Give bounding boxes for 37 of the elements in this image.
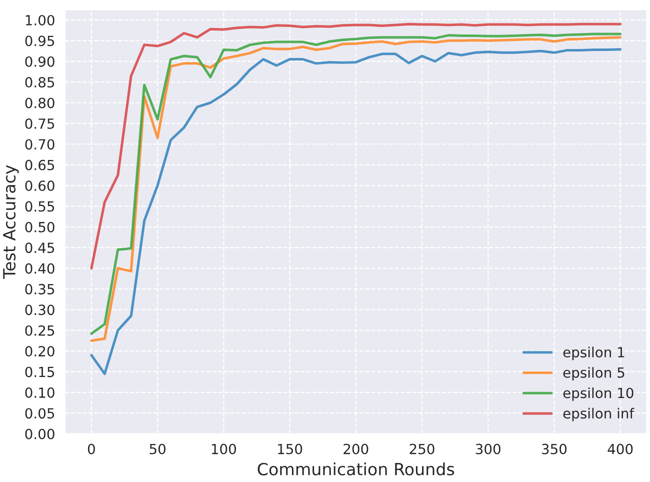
y-tick-label: 0.50 xyxy=(25,222,54,232)
y-tick-label: 0.45 xyxy=(25,242,54,254)
x-tick-label: 100 xyxy=(212,444,236,454)
y-axis-title: Test Accuracy xyxy=(3,165,19,279)
legend-label: epsilon 10 xyxy=(563,387,634,401)
y-tick-label: 0.05 xyxy=(25,408,54,419)
y-tick-label: 0.25 xyxy=(25,325,54,336)
x-tick-label: 250 xyxy=(410,444,434,454)
legend-label: epsilon inf xyxy=(563,408,634,422)
x-axis-title: Communication Rounds xyxy=(258,462,454,476)
y-tick-label: 0.55 xyxy=(25,201,54,212)
y-tick-label: 1.00 xyxy=(26,14,54,26)
x-tick-label: 400 xyxy=(608,444,633,454)
y-tick-label: 0.90 xyxy=(25,56,54,67)
legend-label: epsilon 1 xyxy=(563,346,624,360)
x-tick-label: 50 xyxy=(150,444,166,454)
x-tick-label: 200 xyxy=(344,444,368,454)
x-tick-label: 350 xyxy=(542,444,567,454)
y-tick-label: 0.75 xyxy=(25,118,54,129)
x-tick-label: 300 xyxy=(476,444,500,454)
x-tick-label: 150 xyxy=(278,444,302,454)
y-tick-label: 0.85 xyxy=(25,77,54,88)
y-tick-label: 0.10 xyxy=(25,387,54,398)
y-tick-label: 0.40 xyxy=(25,263,54,274)
y-tick-label: 0.20 xyxy=(25,346,54,357)
y-tick-label: 0.95 xyxy=(25,36,54,46)
y-tick-label: 0.80 xyxy=(25,98,54,108)
legend-label: epsilon 5 xyxy=(563,367,624,381)
y-tick-label: 0.00 xyxy=(25,428,54,440)
x-tick-label: 0 xyxy=(88,444,95,454)
y-tick-label: 0.35 xyxy=(25,284,54,294)
y-tick-label: 0.60 xyxy=(25,180,54,191)
line-series xyxy=(90,22,622,270)
y-tick-label: 0.70 xyxy=(25,139,54,150)
y-tick-label: 0.30 xyxy=(25,304,54,316)
y-tick-label: 0.65 xyxy=(25,160,54,170)
y-tick-label: 0.15 xyxy=(25,366,54,378)
